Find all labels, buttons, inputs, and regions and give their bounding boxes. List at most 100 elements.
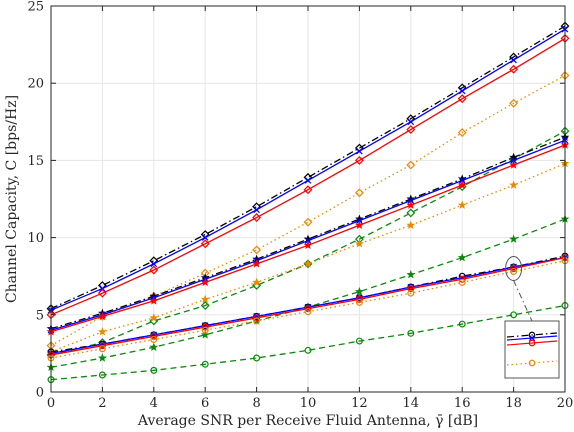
star-marker [303, 259, 313, 268]
series-layer [46, 21, 570, 384]
zoom-inset-line [506, 340, 558, 346]
x-marker-stroke [407, 118, 415, 126]
series-line [50, 304, 566, 381]
x-marker [99, 285, 106, 292]
x-marker [304, 177, 312, 184]
diamond-marker [457, 128, 467, 138]
zoom-inset-line [506, 360, 558, 366]
star-marker [200, 277, 210, 287]
star-marker [200, 294, 210, 304]
x-axis-label: Average SNR per Receive Fluid Antenna, γ… [137, 413, 478, 429]
series-line [50, 37, 566, 316]
star-marker [303, 240, 313, 250]
star-marker [406, 270, 416, 279]
circle-marker [201, 326, 209, 334]
diamond-marker [406, 160, 416, 170]
x-tick-label: 6 [201, 396, 209, 411]
x-tick-label: 18 [505, 396, 522, 411]
circle-marker [510, 265, 518, 272]
circle-marker [98, 371, 106, 379]
x-marker-stroke [356, 217, 363, 224]
circle-marker [355, 337, 363, 345]
data-series [47, 257, 569, 362]
circle-marker [201, 323, 209, 331]
star-marker [509, 234, 518, 243]
star-marker [457, 253, 467, 262]
data-series [46, 140, 570, 336]
star-marker [457, 200, 467, 209]
star-marker [98, 353, 107, 362]
x-marker-stroke [458, 177, 466, 184]
x-marker [458, 177, 466, 184]
x-tick-label: 12 [351, 396, 368, 411]
diamond-marker [509, 64, 519, 74]
x-marker-stroke [528, 334, 536, 342]
x-tick-label: 0 [47, 396, 55, 411]
star-marker [98, 311, 107, 321]
x-marker [510, 157, 517, 164]
diamond-marker [406, 208, 416, 218]
series-line [50, 162, 566, 353]
star-marker [252, 259, 261, 268]
series-line [50, 260, 566, 359]
circle-marker [458, 275, 466, 283]
x-tick-label: 8 [252, 396, 260, 411]
circle-marker [201, 360, 209, 368]
x-tick-label: 2 [98, 396, 106, 411]
y-tick-label: 0 [36, 386, 44, 401]
star-marker [149, 296, 159, 305]
star-marker [98, 327, 107, 336]
diamond-marker [303, 185, 313, 195]
diamond-marker [354, 155, 364, 165]
diamond-marker [354, 188, 364, 198]
star-marker [509, 180, 518, 189]
x-marker [510, 56, 517, 64]
x-marker-stroke [99, 285, 106, 292]
x-marker [253, 206, 260, 214]
circle-marker [407, 329, 415, 337]
circle-marker [355, 298, 363, 306]
star-marker [149, 313, 159, 322]
x-marker-stroke [356, 147, 363, 155]
x-marker-stroke [407, 197, 415, 204]
star-marker [252, 277, 261, 287]
circle-marker [253, 314, 261, 322]
data-series [47, 302, 569, 384]
x-marker-stroke [304, 177, 312, 184]
data-series [46, 33, 570, 320]
x-marker [528, 334, 536, 342]
grid [50, 5, 566, 393]
circle-marker [458, 320, 466, 328]
x-marker-stroke [458, 87, 466, 95]
star-marker [149, 342, 159, 351]
x-marker [407, 197, 415, 204]
diamond-marker [200, 301, 210, 310]
data-series [47, 254, 569, 357]
diamond-marker [252, 213, 262, 222]
diamond-marker [200, 239, 210, 249]
x-marker-stroke [150, 260, 158, 268]
diamond-marker [149, 265, 159, 275]
circle-marker [98, 342, 106, 350]
star-marker [509, 160, 518, 169]
x-marker-stroke [253, 206, 260, 214]
diamond-marker [97, 288, 107, 298]
circle-marker [510, 311, 518, 319]
circle-marker [407, 289, 415, 297]
star-marker [406, 220, 416, 229]
x-tick-label: 16 [454, 396, 471, 411]
star-marker [509, 152, 518, 162]
zoom-inset-line [506, 332, 558, 338]
circle-marker [304, 308, 312, 316]
circle-marker [528, 339, 536, 347]
axes: 0 2 4 6 8 10 12 14 16 18 20 0 5 10 15 20 25 Average SNR p… [4, 0, 573, 429]
circle-marker [304, 346, 312, 354]
x-marker [356, 147, 363, 155]
star-marker [355, 239, 364, 248]
x-tick-label: 4 [150, 396, 158, 411]
x-marker [458, 87, 466, 95]
circle-marker [510, 268, 518, 276]
circle-marker [458, 278, 466, 286]
